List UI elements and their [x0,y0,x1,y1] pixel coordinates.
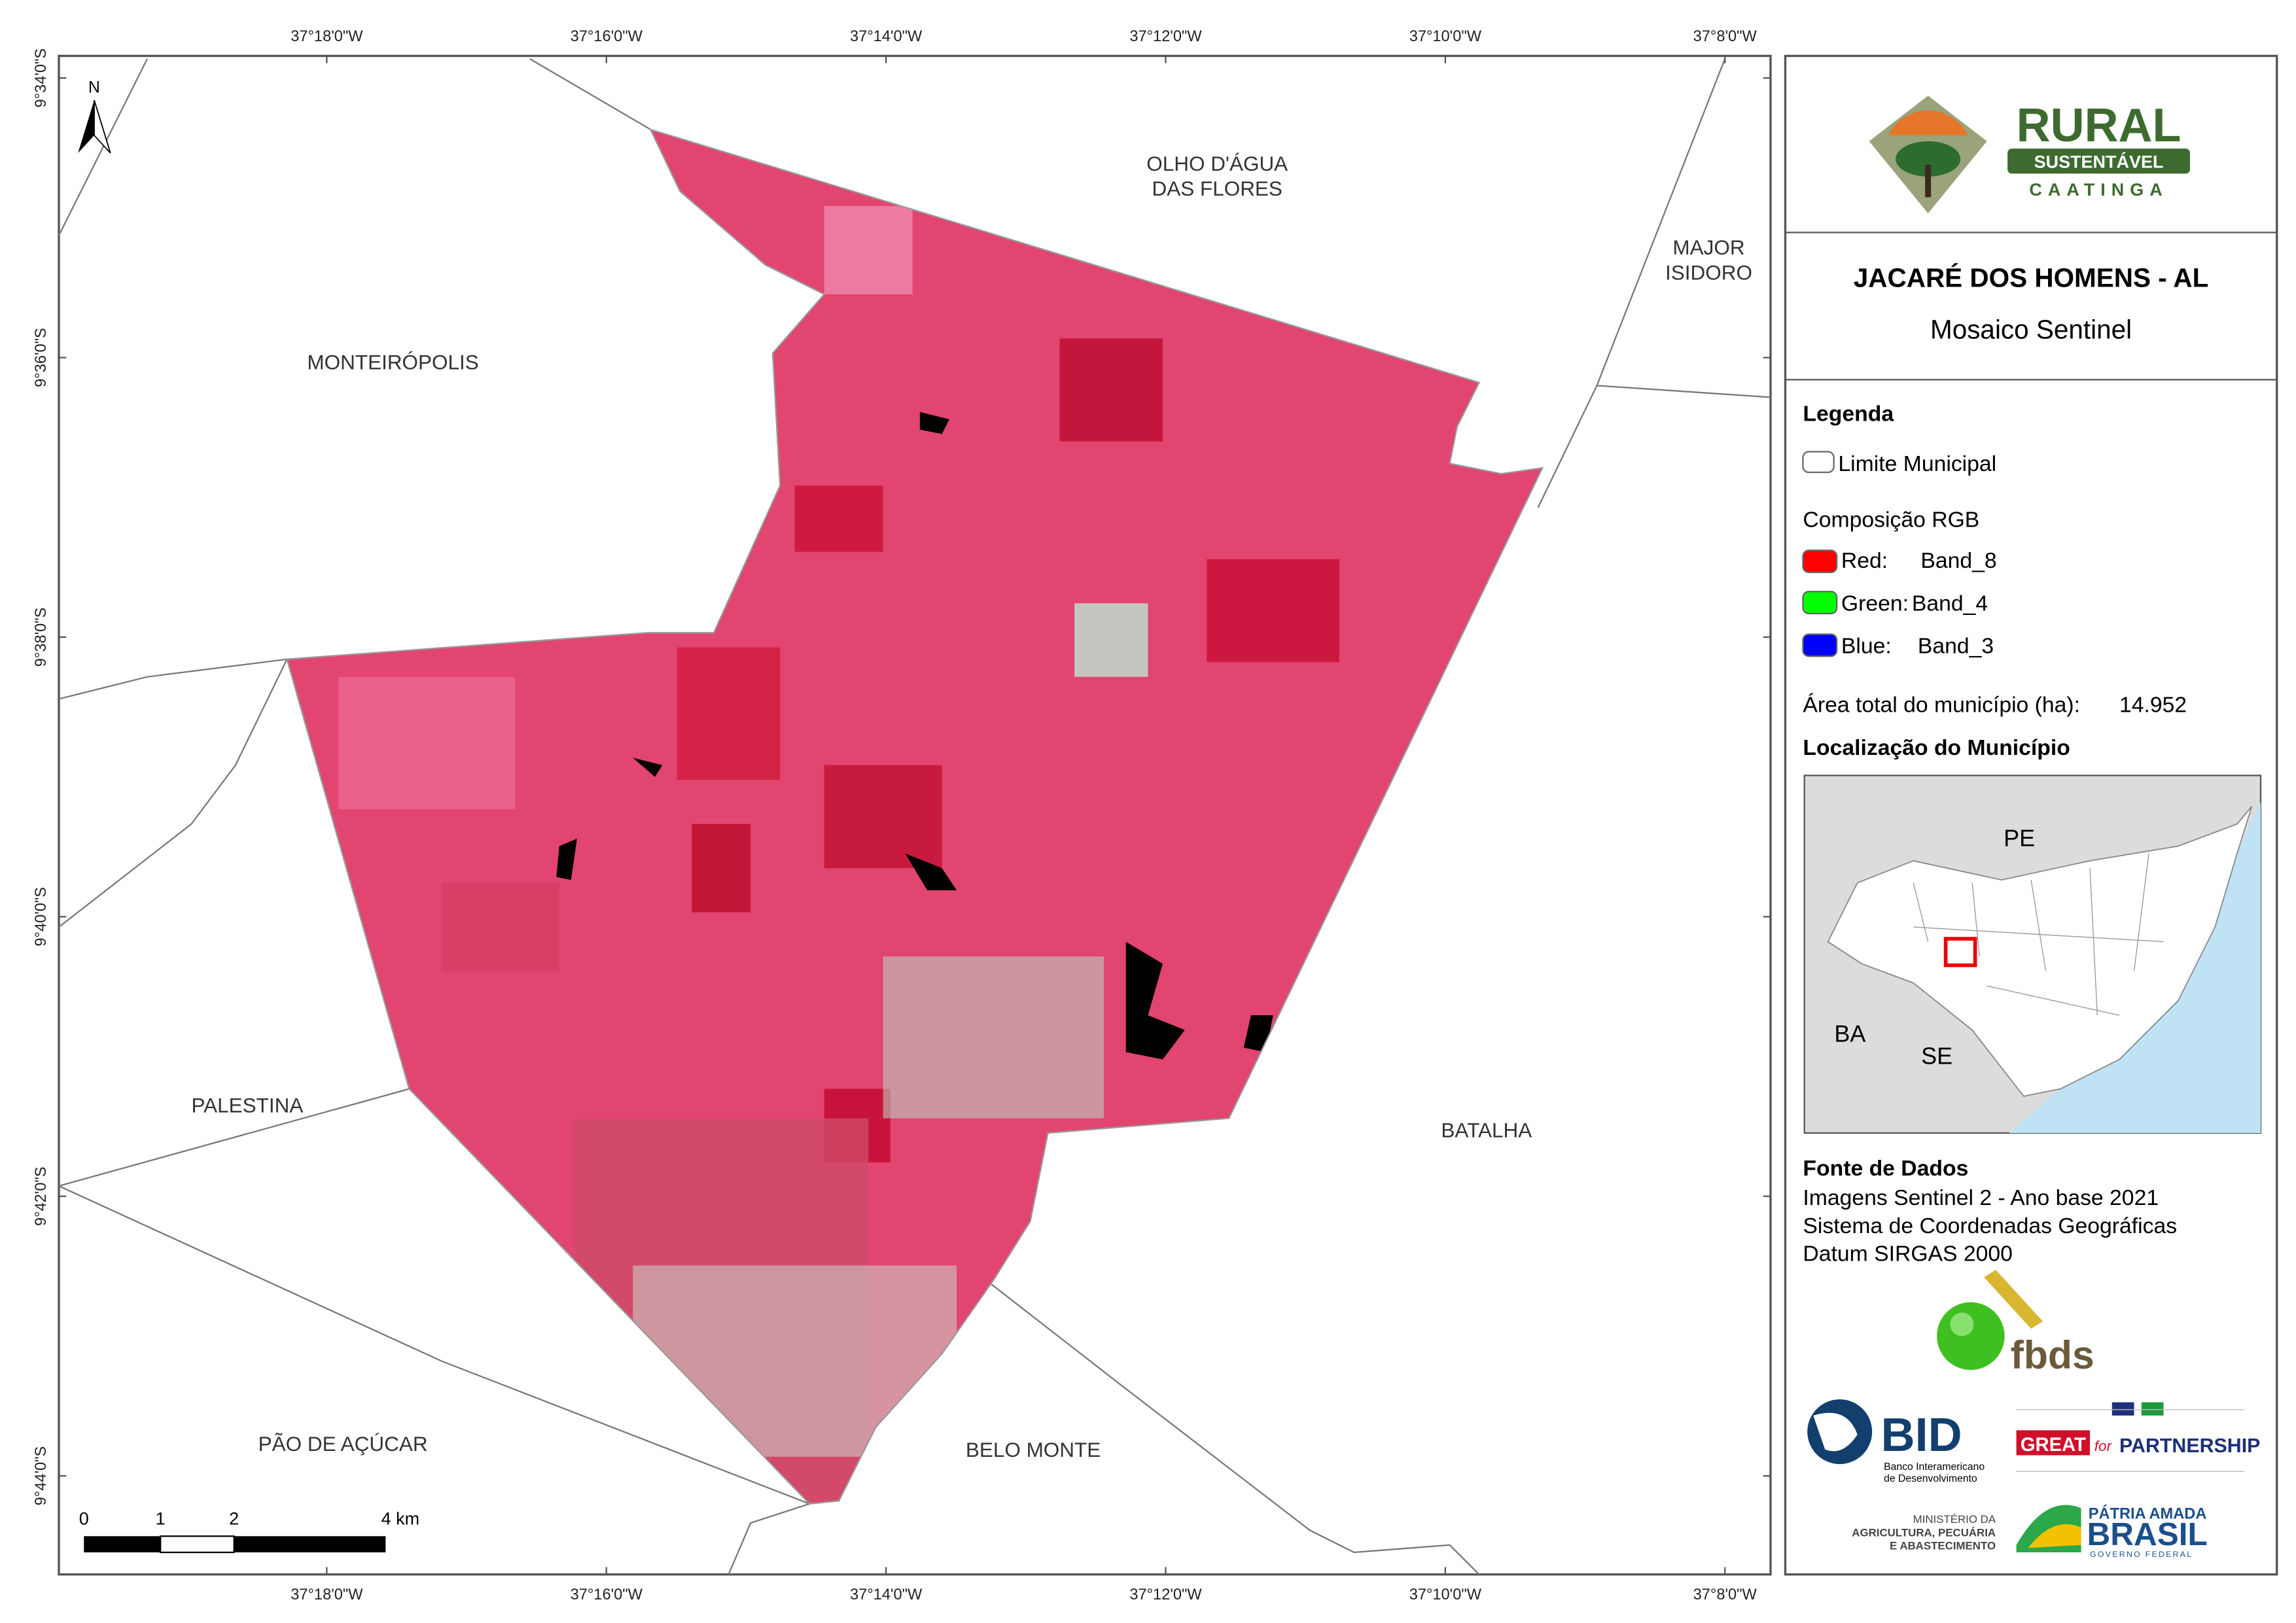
latitude-label: 9°38'0"S [33,608,50,667]
north-label: N [88,79,100,97]
legend: Legenda Limite Municipal Composição RGB … [1802,401,2187,760]
longitude-label: 37°18'0"W [291,28,363,45]
ministry-name: MINISTÉRIO DA [1913,1513,1996,1526]
place-labels: OLHO D'ÁGUA DAS FLORES MAJOR ISIDORO MON… [191,152,1752,1461]
brasil-word: BRASIL [2087,1516,2208,1552]
rural-logo: RURAL SUSTENTÁVEL CAATINGA [1869,96,2191,214]
longitude-label: 37°14'0"W [850,1586,923,1603]
source-line: Imagens Sentinel 2 - Ano base 2021 [1803,1185,2159,1210]
legend-label: Composição RGB [1803,507,1979,532]
scale-label: 0 [79,1509,89,1528]
side-panel: RURAL SUSTENTÁVEL CAATINGA JACARÉ DOS HO… [1784,54,2278,1576]
bid-name: de Desenvolvimento [1884,1473,1977,1484]
inset-label: SE [1921,1042,1952,1069]
longitude-label: 37°18'0"W [291,1586,363,1603]
logo-region: CAATINGA [2029,180,2168,200]
legend-band: Band_4 [1912,591,1988,616]
logo-word: RURAL [2017,99,2181,152]
inset-label: BA [1834,1021,1865,1047]
place-label: ISIDORO [1665,260,1752,284]
place-label: DAS FLORES [1152,177,1282,200]
municipal-boundaries [58,58,1771,1575]
scale-label: 2 [229,1509,239,1528]
place-label: OLHO D'ÁGUA [1146,152,1288,175]
ministry-name: AGRICULTURA, PECUÁRIA [1852,1526,1996,1539]
ministry-name: E ABASTECIMENTO [1890,1540,1996,1552]
longitude-label: 37°8'0"W [1693,1586,1757,1603]
legend-channel: Green: [1841,591,1909,616]
brasil-motto: PÁTRIA AMADA [2089,1504,2207,1522]
longitude-label: 37°10'0"W [1409,28,1482,45]
map-title: JACARÉ DOS HOMENS - AL [1854,263,2209,293]
bid-name: Banco Interamericano [1884,1461,1985,1473]
latitude-label: 9°44'0"S [33,1446,50,1506]
latitude-label: 9°34'0"S [33,48,50,108]
location-inset: PE BA SE [1803,775,2262,1134]
legend-swatch [1802,591,1838,615]
legend-swatch [1802,550,1838,574]
scale-bar: 0 1 2 4 km [79,1509,419,1554]
sources: Fonte de Dados Imagens Sentinel 2 - Ano … [1803,1156,2177,1266]
longitude-label: 37°10'0"W [1409,1586,1482,1603]
legend-swatch [1802,451,1835,474]
legend-channel: Red: [1841,548,1888,573]
source-line: Datum SIRGAS 2000 [1803,1242,2012,1266]
legend-swatch [1802,633,1838,657]
legend-title: Legenda [1803,401,1894,426]
place-label: PALESTINA [191,1093,303,1117]
longitude-label: 37°12'0"W [1129,1586,1202,1603]
area-label: Área total do município (ha): [1803,693,2080,718]
longitude-label: 37°14'0"W [850,28,923,45]
latitude-label: 9°40'0"S [33,887,50,947]
place-label: PÃO DE AÇÚCAR [258,1432,428,1456]
longitude-label: 37°12'0"W [1129,28,1202,45]
place-label: MAJOR [1672,236,1744,259]
great-partnership: PARTNERSHIP [2119,1435,2260,1457]
source-line: Sistema de Coordenadas Geográficas [1803,1213,2177,1238]
great-for: for [2094,1438,2113,1454]
latitude-label: 9°42'0"S [33,1166,50,1226]
legend-band: Band_3 [1918,634,1994,659]
longitude-label: 37°16'0"W [571,28,643,45]
place-label: MONTEIRÓPOLIS [307,351,478,374]
place-label: BELO MONTE [966,1438,1101,1461]
legend-channel: Blue: [1841,634,1892,659]
sources-title: Fonte de Dados [1803,1156,1968,1181]
great-logo: GREAT [2021,1435,2086,1456]
bid-logo: BID [1881,1409,1962,1461]
scale-label: 4 km [381,1509,419,1528]
brasil-gov: GOVERNO FEDERAL [2090,1550,2193,1559]
location-title: Localização do Município [1803,735,2070,760]
latitude-label: 9°36'0"S [33,328,50,387]
logo-banner: SUSTENTÁVEL [2034,151,2164,171]
partner-logos: fbds BID Banco Interamericano de Desenvo… [1807,1270,2260,1559]
area-value: 14.952 [2119,693,2187,718]
scale-label: 1 [156,1509,166,1528]
municipal-limit [286,128,1544,1505]
place-label: BATALHA [1441,1119,1532,1142]
fbds-logo: fbds [2011,1333,2094,1377]
longitude-label: 37°8'0"W [1693,28,1757,45]
longitude-label: 37°16'0"W [571,1586,643,1603]
legend-band: Band_8 [1920,548,1996,573]
legend-label: Limite Municipal [1838,451,1996,476]
inset-label: PE [2004,824,2035,851]
graticule-ticks: 37°18'0"W 37°18'0"W 37°16'0"W 37°16'0"W 37°1… [33,28,1771,1603]
north-arrow: N [78,79,111,154]
map-subtitle: Mosaico Sentinel [1930,314,2132,344]
